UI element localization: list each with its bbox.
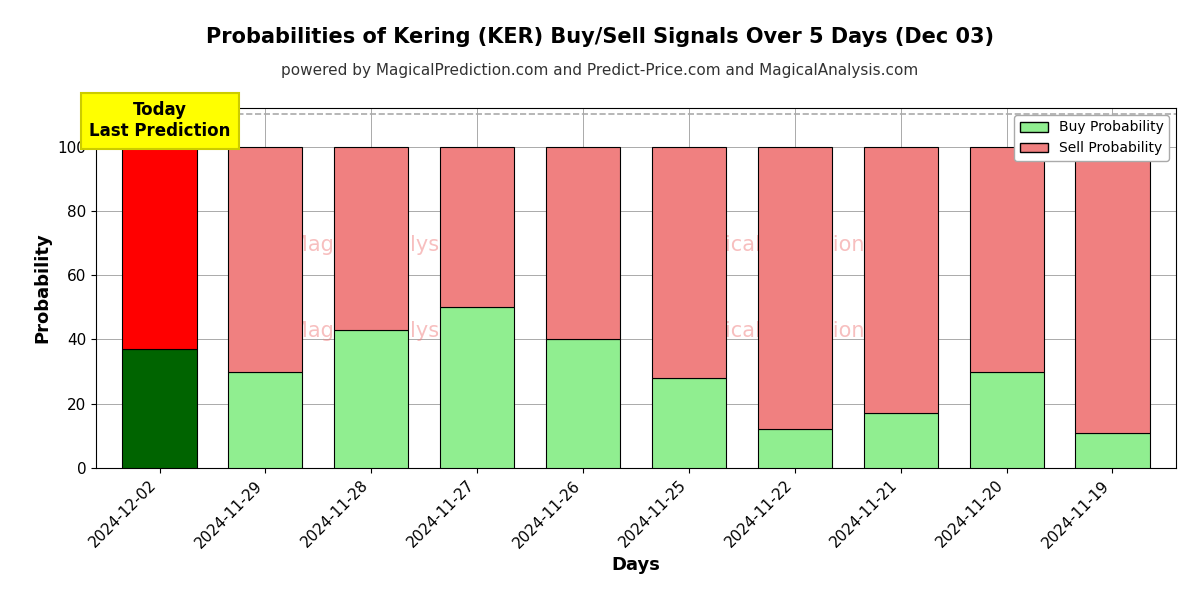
Bar — [335, 146, 408, 330]
Bar — [757, 430, 832, 468]
Text: MagicalAnalysis.com: MagicalAnalysis.com — [290, 321, 506, 341]
Bar — [122, 349, 197, 468]
Bar — [546, 146, 620, 340]
Bar — [335, 330, 408, 468]
Y-axis label: Probability: Probability — [34, 233, 52, 343]
Bar — [864, 413, 937, 468]
Text: Probabilities of Kering (KER) Buy/Sell Signals Over 5 Days (Dec 03): Probabilities of Kering (KER) Buy/Sell S… — [206, 27, 994, 47]
Bar — [1075, 433, 1150, 468]
Bar — [228, 146, 302, 371]
Bar — [122, 146, 197, 349]
Bar — [228, 371, 302, 468]
Bar — [1075, 146, 1150, 433]
Text: MagicalPrediction.com: MagicalPrediction.com — [680, 235, 916, 255]
Bar — [757, 146, 832, 430]
Text: MagicalPrediction.com: MagicalPrediction.com — [680, 321, 916, 341]
Bar — [970, 146, 1044, 371]
Text: Today
Last Prediction: Today Last Prediction — [89, 101, 230, 140]
Legend: Buy Probability, Sell Probability: Buy Probability, Sell Probability — [1014, 115, 1169, 161]
Bar — [652, 378, 726, 468]
X-axis label: Days: Days — [612, 556, 660, 574]
Text: MagicalAnalysis.com: MagicalAnalysis.com — [290, 235, 506, 255]
Bar — [652, 146, 726, 378]
Bar — [440, 146, 515, 307]
Bar — [546, 340, 620, 468]
Bar — [864, 146, 937, 413]
Bar — [440, 307, 515, 468]
Bar — [970, 371, 1044, 468]
Text: powered by MagicalPrediction.com and Predict-Price.com and MagicalAnalysis.com: powered by MagicalPrediction.com and Pre… — [281, 63, 919, 78]
